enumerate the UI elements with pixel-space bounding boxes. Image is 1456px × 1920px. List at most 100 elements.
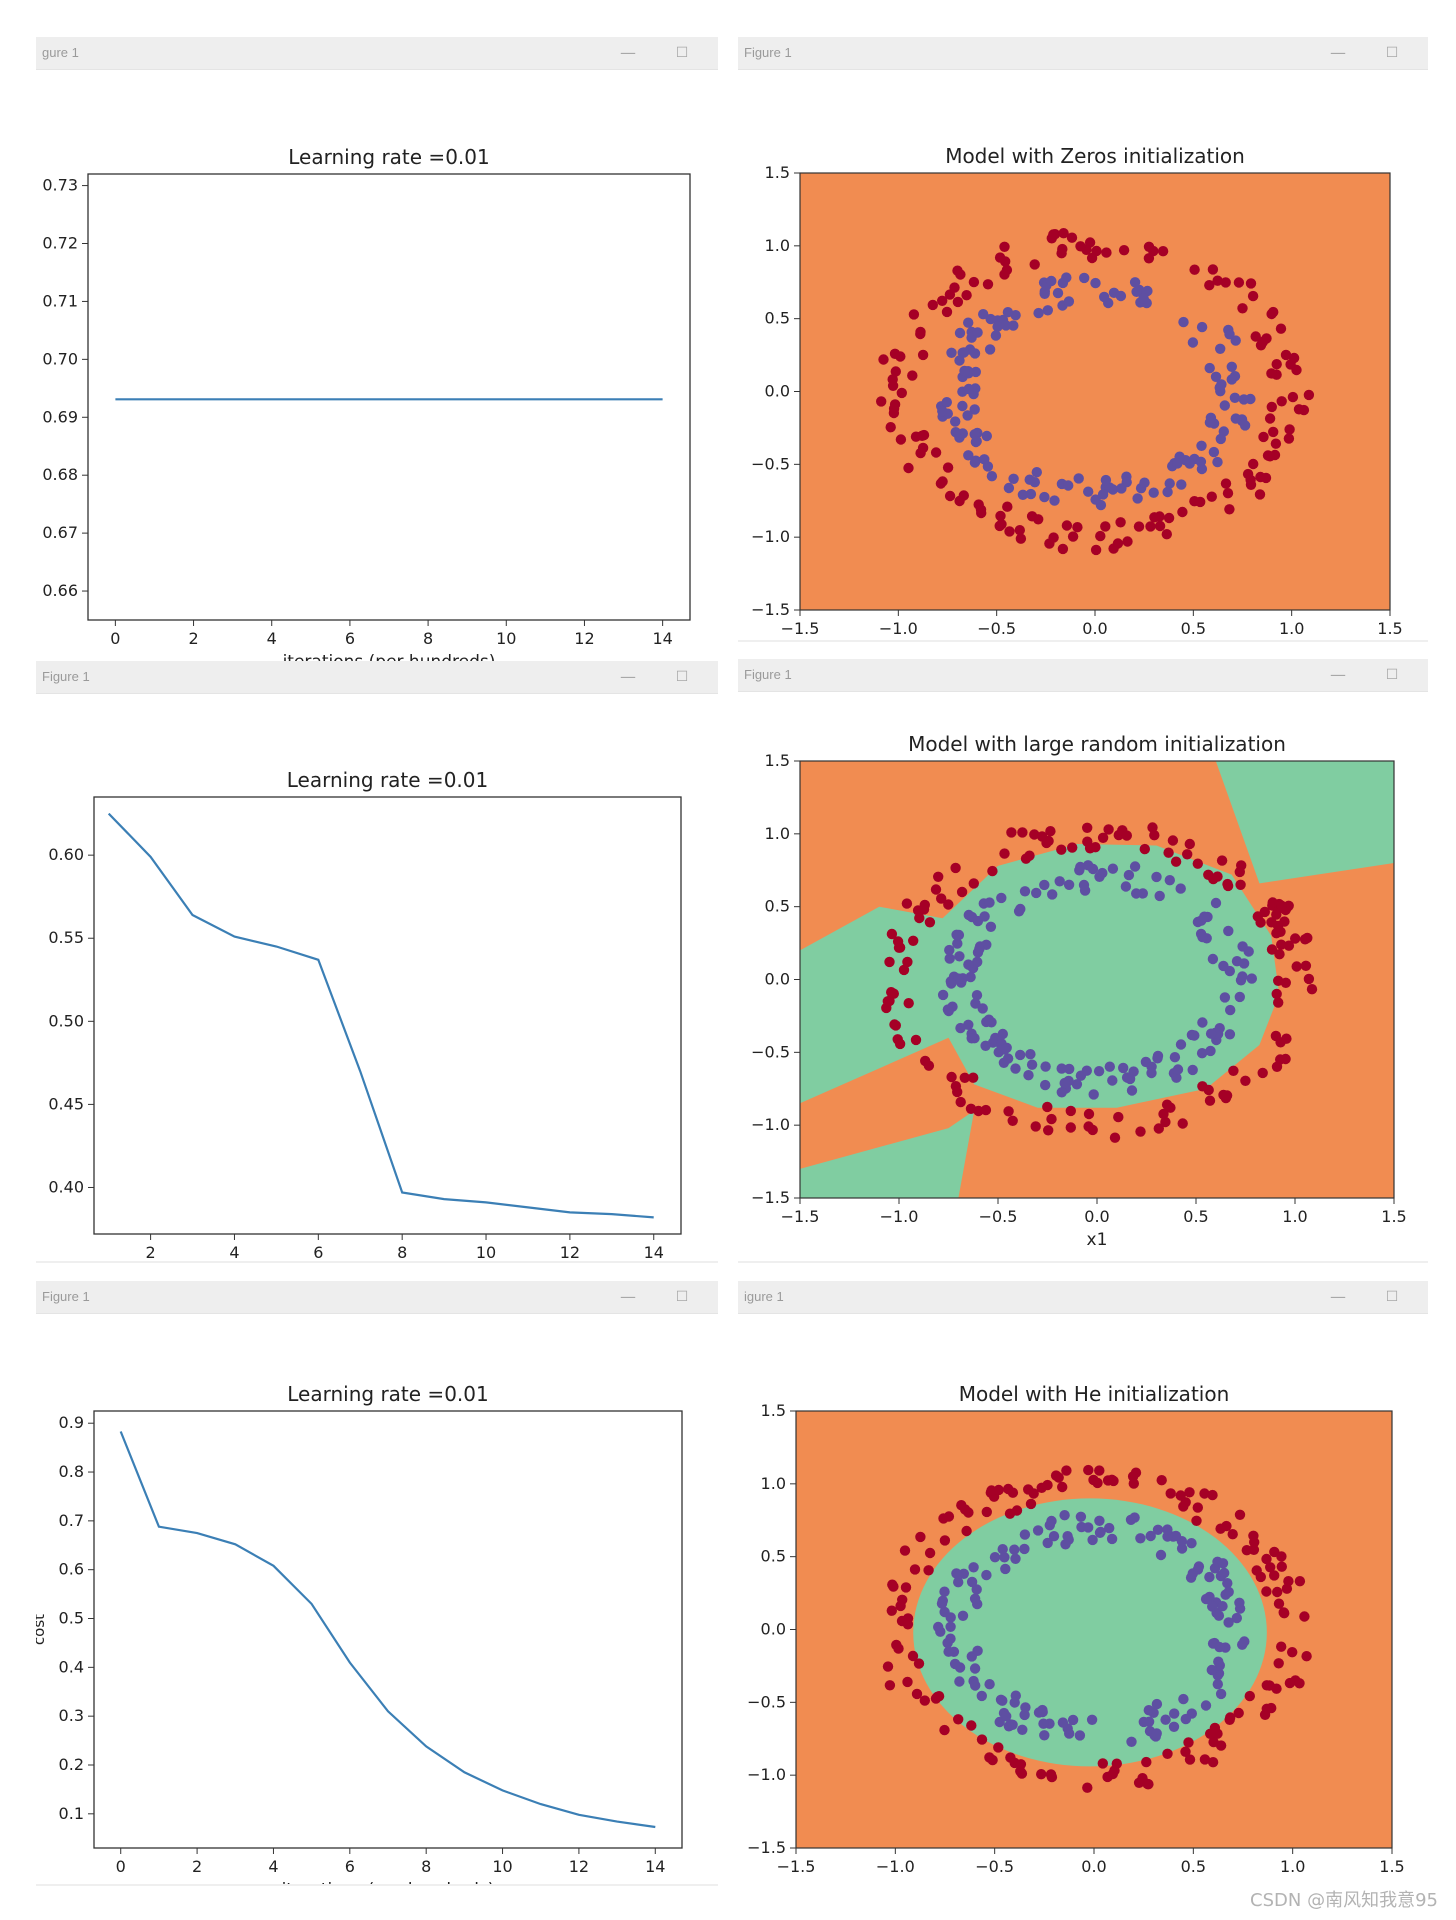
red-point [1220,478,1232,489]
maximize-icon[interactable]: ☐ [1385,1289,1399,1305]
x-tick-label: 0.0 [1082,619,1107,637]
blue-point [1143,1705,1154,1716]
maximize-icon[interactable]: ☐ [675,45,689,61]
window-titlebar[interactable]: Figure 1 — ☐ [738,37,1428,70]
window-titlebar[interactable]: Figure 1 — ☐ [738,659,1428,692]
red-point [943,1511,955,1522]
blue-point [984,897,995,908]
blue-point [1131,286,1142,297]
blue-point [1196,440,1207,451]
red-point [999,848,1010,859]
x-tick-label: −1.5 [781,619,820,637]
red-point [950,862,961,874]
y-tick-label: 0.73 [42,176,78,195]
red-point [935,478,947,489]
red-point [914,912,925,924]
blue-point [1229,392,1241,403]
x-tick-label: 12 [569,1857,589,1876]
red-point [1294,1678,1305,1689]
blue-point [1215,343,1226,354]
blue-point [1124,1073,1136,1085]
blue-point [1215,433,1226,445]
red-point [1268,426,1279,438]
red-point [1269,1570,1280,1581]
minimize-icon[interactable]: — [1330,43,1346,62]
maximize-icon[interactable]: ☐ [1385,45,1399,61]
red-point [1029,259,1040,270]
y-tick-label: 0.6 [59,1560,84,1579]
red-point [1258,431,1269,443]
red-point [1284,1677,1296,1689]
red-point [913,1658,925,1669]
red-point [1180,1746,1191,1757]
x-tick-label: −1.5 [781,1207,820,1226]
x-tick-label: 1.5 [1381,1207,1406,1226]
blue-point [1038,1718,1049,1729]
blue-point [1148,487,1159,498]
red-point [933,871,944,882]
red-point [903,462,914,474]
red-point [890,1020,901,1031]
blue-point [1129,1512,1140,1523]
minimize-icon[interactable]: — [1330,1287,1346,1306]
maximize-icon[interactable]: ☐ [675,669,689,685]
red-point [1095,530,1106,542]
red-point [996,519,1007,530]
y-tick-label: 1.5 [765,163,790,182]
y-tick-label: −1.0 [751,527,790,546]
red-point [1240,1075,1251,1086]
blue-point [1210,371,1222,382]
red-point [1161,1099,1173,1110]
minimize-icon[interactable]: — [620,1287,636,1306]
window-title: igure 1 [744,1289,784,1304]
blue-point [1063,879,1075,890]
window-title: Figure 1 [42,1289,90,1304]
blue-point [963,1019,974,1030]
red-point [1192,1502,1203,1513]
blue-point [950,416,961,427]
blue-point [937,405,948,417]
red-point [916,430,928,441]
blue-point [1172,458,1183,469]
blue-point [944,953,955,964]
red-point [1207,1489,1218,1501]
red-point [1015,1759,1027,1770]
minimize-icon[interactable]: — [620,43,636,62]
red-point [907,370,918,381]
window-title: Figure 1 [744,667,792,682]
window-titlebar[interactable]: igure 1 — ☐ [738,1281,1428,1314]
red-point [1224,504,1235,515]
red-point [876,396,887,407]
window-titlebar[interactable]: gure 1 — ☐ [36,37,718,70]
blue-point [1001,1711,1012,1722]
red-point [952,296,964,308]
red-point [1061,520,1073,531]
y-tick-label: 0.0 [761,1620,786,1639]
red-point [1245,278,1257,289]
red-point [1033,514,1044,525]
maximize-icon[interactable]: ☐ [1385,667,1399,683]
x-tick-label: 1.5 [1377,619,1402,637]
blue-point [1195,456,1207,467]
minimize-icon[interactable]: — [620,667,636,686]
x-tick-label: −1.5 [777,1857,816,1876]
red-point [1306,984,1318,995]
red-point [1235,879,1246,890]
y-tick-label: 0.5 [765,897,790,916]
blue-point [1063,480,1074,491]
x-tick-label: 6 [345,629,355,648]
red-point [961,290,972,301]
blue-point [1073,473,1084,484]
blue-point [1116,483,1127,494]
blue-point [981,430,992,442]
minimize-icon[interactable]: — [1330,665,1346,684]
blue-point [1019,1529,1031,1540]
window-titlebar[interactable]: Figure 1 — ☐ [36,661,718,694]
y-tick-label: 0.69 [42,407,78,426]
window-titlebar[interactable]: Figure 1 — ☐ [36,1281,718,1314]
maximize-icon[interactable]: ☐ [675,1289,689,1305]
y-tick-label: 0.40 [48,1177,84,1196]
blue-point [1204,1571,1215,1583]
red-point [1156,1475,1167,1486]
blue-point [1246,973,1257,984]
